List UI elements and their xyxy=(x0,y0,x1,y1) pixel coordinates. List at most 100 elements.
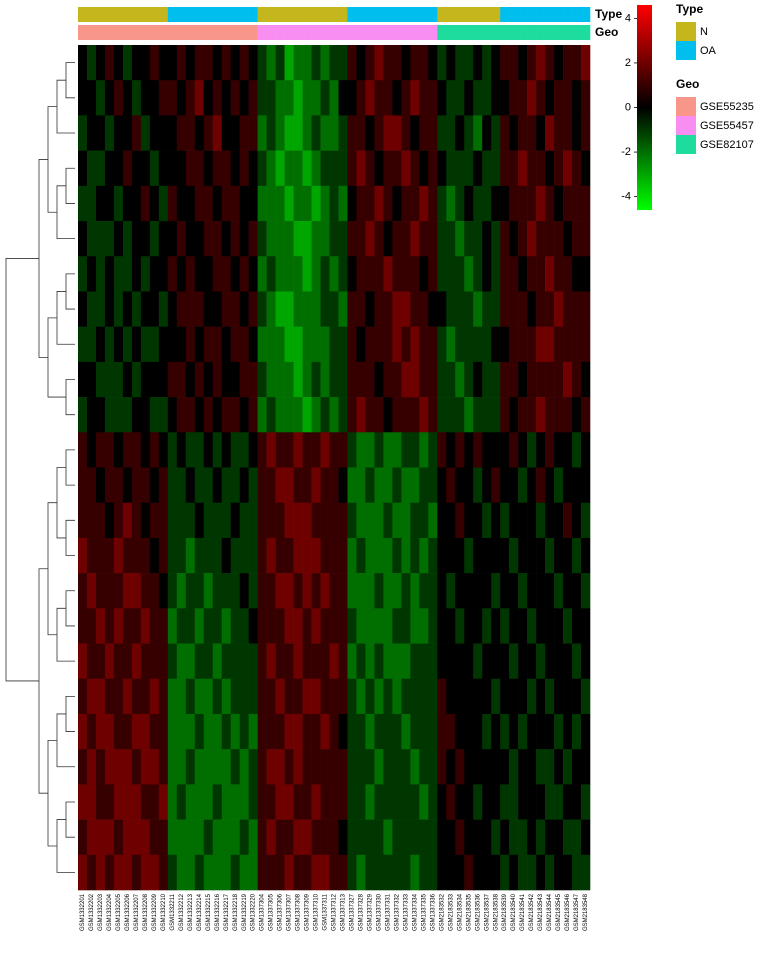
heatmap-cell xyxy=(284,256,294,292)
heatmap-cell xyxy=(518,784,528,820)
heatmap-cell xyxy=(554,45,564,81)
heatmap-cell xyxy=(284,291,294,327)
heatmap-cell xyxy=(149,291,160,327)
heatmap-cell xyxy=(185,502,196,539)
heatmap-cell xyxy=(302,643,312,680)
heatmap-cell xyxy=(140,221,151,257)
heatmap-cell xyxy=(104,397,115,433)
heatmap-cell xyxy=(392,713,402,750)
heatmap-cell xyxy=(500,749,510,785)
heatmap-cell xyxy=(491,150,501,187)
colorbar-tick-label: -2 xyxy=(621,146,631,158)
heatmap-cell xyxy=(563,502,573,539)
heatmap-cell xyxy=(374,291,384,327)
heatmap-cell xyxy=(311,643,321,680)
column-label: GSM1332208 xyxy=(143,893,149,931)
heatmap-cell xyxy=(78,221,88,257)
heatmap-cell xyxy=(464,643,474,680)
heatmap-cell xyxy=(158,45,169,81)
heatmap-cell xyxy=(545,749,555,785)
heatmap-cell xyxy=(194,291,205,327)
heatmap-cell xyxy=(122,361,133,398)
heatmap-cell xyxy=(131,256,142,292)
heatmap-cell xyxy=(221,150,232,187)
heatmap-cell xyxy=(383,608,393,644)
heatmap-cell xyxy=(131,854,142,891)
heatmap-cell xyxy=(203,45,214,81)
heatmap-cell xyxy=(401,713,411,750)
heatmap-cell xyxy=(518,185,528,222)
heatmap-cell xyxy=(446,643,456,680)
heatmap-cell xyxy=(581,150,591,187)
heatmap-cell xyxy=(167,80,178,116)
heatmap-cell xyxy=(248,115,258,151)
heatmap-cell xyxy=(95,713,106,750)
heatmap-cell xyxy=(131,291,142,327)
heatmap-cell xyxy=(482,502,492,539)
heatmap-cell xyxy=(428,643,438,680)
heatmap-cell xyxy=(311,678,321,715)
heatmap-cell xyxy=(239,678,249,715)
heatmap-cell xyxy=(527,185,537,222)
heatmap-cell xyxy=(482,397,492,433)
heatmap-cell xyxy=(311,185,321,222)
heatmap-cell xyxy=(518,467,528,504)
heatmap-cell xyxy=(95,819,106,856)
heatmap-cell xyxy=(374,115,384,151)
heatmap-cell xyxy=(500,784,510,820)
heatmap-cell xyxy=(437,150,447,187)
dendrogram-branch xyxy=(47,502,57,636)
heatmap-cell xyxy=(410,502,420,539)
heatmap-cell xyxy=(527,80,537,116)
heatmap-cell xyxy=(113,45,124,81)
heatmap-cell xyxy=(473,784,483,820)
heatmap-cell xyxy=(212,713,223,750)
heatmap-cell xyxy=(95,326,106,363)
heatmap-cell xyxy=(104,678,115,715)
heatmap-cell xyxy=(347,819,357,856)
heatmap-cell xyxy=(554,502,564,539)
heatmap-cell xyxy=(176,573,187,609)
heatmap-cell xyxy=(221,643,232,680)
dendrogram-branch xyxy=(65,695,75,732)
heatmap-cell xyxy=(194,573,205,609)
heatmap-cell xyxy=(131,608,142,644)
heatmap-cell xyxy=(437,115,447,151)
heatmap-cell xyxy=(365,713,375,750)
dendrogram-branch xyxy=(65,273,75,310)
annotation-cell xyxy=(78,7,88,22)
heatmap-cell xyxy=(176,80,187,116)
heatmap-cell xyxy=(149,854,160,891)
heatmap-cell xyxy=(464,537,474,574)
heatmap-cell xyxy=(482,608,492,644)
heatmap-cell xyxy=(536,749,546,785)
heatmap-cell xyxy=(545,854,555,891)
heatmap-cell xyxy=(572,819,582,856)
heatmap-cell xyxy=(356,185,366,222)
annotation-cell xyxy=(464,25,474,40)
heatmap-cell xyxy=(374,502,384,539)
heatmap-cell xyxy=(113,502,124,539)
heatmap-cell xyxy=(257,573,267,609)
column-label: GSM1332213 xyxy=(188,893,194,931)
heatmap-cell xyxy=(491,502,501,539)
heatmap-cell xyxy=(275,678,285,715)
heatmap-cell xyxy=(167,713,178,750)
heatmap-cell xyxy=(383,45,393,81)
annotation-cell xyxy=(572,7,582,22)
heatmap-cell xyxy=(86,749,97,785)
heatmap-cell xyxy=(419,537,429,574)
heatmap-cell xyxy=(95,573,106,609)
heatmap-cell xyxy=(320,854,330,891)
heatmap-cell xyxy=(158,819,169,856)
heatmap-cell xyxy=(311,573,321,609)
heatmap-cell xyxy=(320,608,330,644)
heatmap-cell xyxy=(266,713,276,750)
heatmap-cell xyxy=(518,361,528,398)
heatmap-cell xyxy=(212,643,223,680)
heatmap-cell xyxy=(473,608,483,644)
heatmap-cell xyxy=(248,537,258,574)
heatmap-cell xyxy=(176,784,187,820)
heatmap-cell xyxy=(113,80,124,116)
heatmap-cell xyxy=(554,784,564,820)
